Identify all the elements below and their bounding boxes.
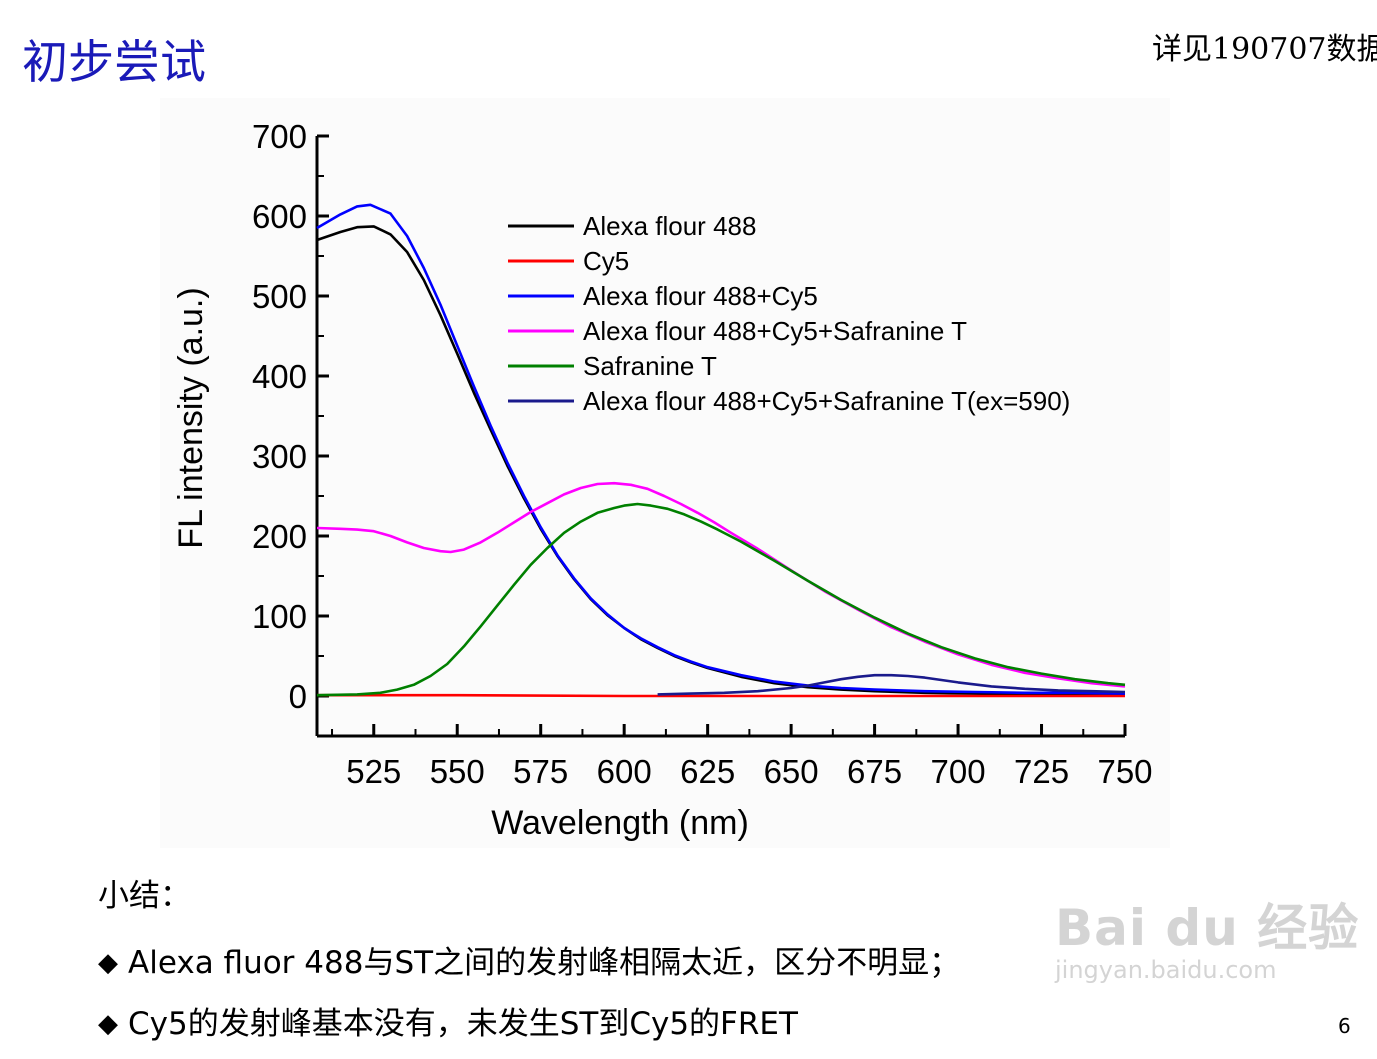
fluorescence-chart: 0 100 200 300 400 500 600 700 525 550 575 600 625 650… — [172, 118, 1153, 842]
y-tick-label: 0 — [289, 678, 307, 715]
series-line — [316, 481, 1126, 688]
legend: Alexa flour 488 Cy5 Alexa flour 488+Cy5 Ale… — [508, 211, 1070, 416]
y-tick-label: 400 — [252, 358, 307, 395]
diamond-bullet-icon: ◆ — [98, 948, 118, 978]
diamond-bullet-icon: ◆ — [98, 1009, 118, 1039]
summary-section: 小结： ◆ Alexa fluor 488与ST之间的发射峰相隔太近，区分不明显；… — [98, 870, 960, 1059]
baidu-watermark: Bai du 经验 jingyan.baidu.com — [1055, 888, 1359, 984]
summary-bullet-text: Alexa fluor 488与ST之间的发射峰相隔太近，区分不明显； — [128, 945, 961, 981]
series-line — [316, 203, 1126, 695]
summary-heading: 小结： — [98, 878, 191, 914]
series-line — [657, 673, 1126, 696]
y-tick-label: 100 — [252, 598, 307, 635]
x-axis-label: Wavelength (nm) — [491, 804, 749, 842]
x-tick-label: 600 — [597, 753, 652, 790]
slide-title: 初步尝试 — [22, 35, 206, 89]
x-tick-label: 650 — [764, 753, 819, 790]
legend-entry-label: Safranine T — [583, 351, 717, 381]
x-tick-label: 700 — [931, 753, 986, 790]
x-tick-label: 575 — [513, 753, 568, 790]
summary-bullet-text: Cy5的发射峰基本没有，未发生ST到Cy5的FRET — [128, 1006, 798, 1042]
y-tick-label: 300 — [252, 438, 307, 475]
legend-entry-label: Alexa flour 488+Cy5 — [583, 281, 818, 311]
x-tick-label: 550 — [430, 753, 485, 790]
legend-entry-label: Alexa flour 488+Cy5+Safranine T — [583, 316, 967, 346]
chart-panel: 0 100 200 300 400 500 600 700 525 550 575 600 625 650… — [160, 98, 1170, 848]
legend-entry-label: Alexa flour 488+Cy5+Safranine T(ex=590) — [583, 386, 1070, 416]
y-tick-label: 200 — [252, 518, 307, 555]
x-tick-label: 750 — [1097, 753, 1152, 790]
x-tick-label: 525 — [346, 753, 401, 790]
series-line — [316, 502, 1126, 697]
x-tick-label: 725 — [1014, 753, 1069, 790]
y-tick-label: 700 — [252, 118, 307, 155]
x-tick-label: 675 — [847, 753, 902, 790]
y-tick-label: 500 — [252, 278, 307, 315]
series-lines — [316, 203, 1126, 698]
legend-entry-label: Alexa flour 488 — [583, 211, 756, 241]
summary-bullet-1: ◆ Alexa fluor 488与ST之间的发射峰相隔太近，区分不明显； — [98, 937, 960, 982]
y-axis-label: FL intensity (a.u.) — [172, 287, 210, 548]
axes: 0 100 200 300 400 500 600 700 525 550 575 600 625 650… — [252, 118, 1153, 790]
series-line — [317, 693, 1125, 698]
summary-bullet-2: ◆ Cy5的发射峰基本没有，未发生ST到Cy5的FRET — [98, 998, 960, 1043]
reference-note: 详见190707数据 — [1152, 32, 1377, 67]
x-tick-label: 625 — [680, 753, 735, 790]
watermark-url: jingyan.baidu.com — [1055, 956, 1277, 984]
y-tick-label: 600 — [252, 198, 307, 235]
page-number: 6 — [1338, 1014, 1351, 1038]
watermark-logo: Bai du 经验 — [1055, 899, 1360, 957]
legend-entry-label: Cy5 — [583, 246, 629, 276]
